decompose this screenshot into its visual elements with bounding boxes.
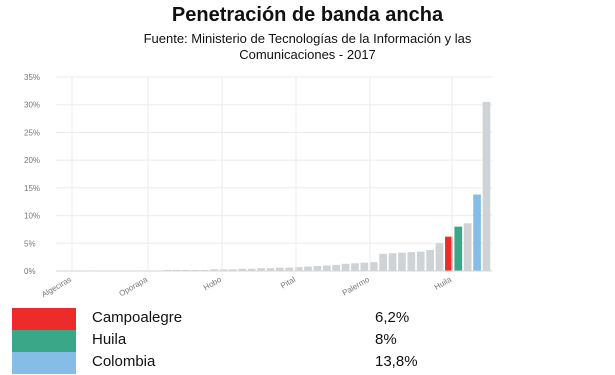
y-tick-label: 15% [24,184,40,193]
chart-subtitle-line-2: Comunicaciones - 2017 [239,47,376,62]
bar [172,269,181,271]
x-tick-label: Hobo [202,275,224,293]
bar [304,266,312,271]
bar [257,268,265,271]
bar [379,253,388,271]
bar [322,265,331,271]
legend-swatch-huila [12,330,76,352]
bar [360,262,369,271]
bar [416,251,425,271]
bar [163,269,172,271]
x-tick-label: Algeciras [40,275,73,299]
y-tick-label: 20% [24,156,40,165]
bar [229,269,237,271]
legend-swatch-colombia [12,352,76,374]
bar [219,269,228,271]
bar [426,249,434,271]
y-tick-label: 10% [24,212,40,221]
y-tick-label: 30% [24,101,40,110]
legend-value-huila: 8% [375,331,397,348]
x-tick-label: Huila [433,275,454,292]
bar [191,269,200,271]
bar [388,253,397,271]
bar [454,226,463,271]
bar [266,268,275,271]
bar [332,264,341,271]
bar [200,269,209,271]
bar [445,236,453,271]
x-tick-label: Palermo [341,275,372,298]
legend-value-colombia: 13,8% [375,353,418,370]
x-tick-label: Pital [279,275,297,291]
legend-label-campoalegre: Campoalegre [92,309,183,326]
bar [435,243,444,271]
legend-label-colombia: Colombia [92,353,156,370]
bar [276,267,284,271]
legend-label-huila: Huila [92,331,127,348]
legend-item-colombia: Colombia 13,8% [0,352,615,374]
bar [238,268,247,271]
bar [463,223,472,271]
bar [473,194,481,271]
y-tick-label: 25% [24,128,40,137]
legend-value-campoalegre: 6,2% [375,309,410,326]
chart-subtitle-line-1: Fuente: Ministerio de Tecnologías de la … [143,31,472,46]
bar [341,263,350,271]
bar [294,267,303,271]
bar [351,263,359,271]
legend-item-huila: Huila 8% [0,330,615,352]
bar [182,269,190,271]
bar [407,252,416,271]
x-tick-label: Oporapa [118,275,150,299]
bar [285,267,294,271]
bar [482,101,491,271]
y-tick-label: 0% [24,267,36,276]
bar [398,252,406,271]
bar [210,269,218,271]
bar-chart: 0% 5% 10% 15% 20% 25% 30% 35% Algeciras Oporapa Ho… [24,73,492,299]
bar [369,262,378,271]
y-tick-label: 35% [24,73,40,82]
y-tick-label: 5% [24,239,36,248]
legend-swatch-campoalegre [12,308,76,330]
chart-title: Penetración de banda ancha [171,4,444,26]
bar [247,268,256,271]
bar [313,266,322,271]
legend-item-campoalegre: Campoalegre 6,2% [0,308,615,330]
